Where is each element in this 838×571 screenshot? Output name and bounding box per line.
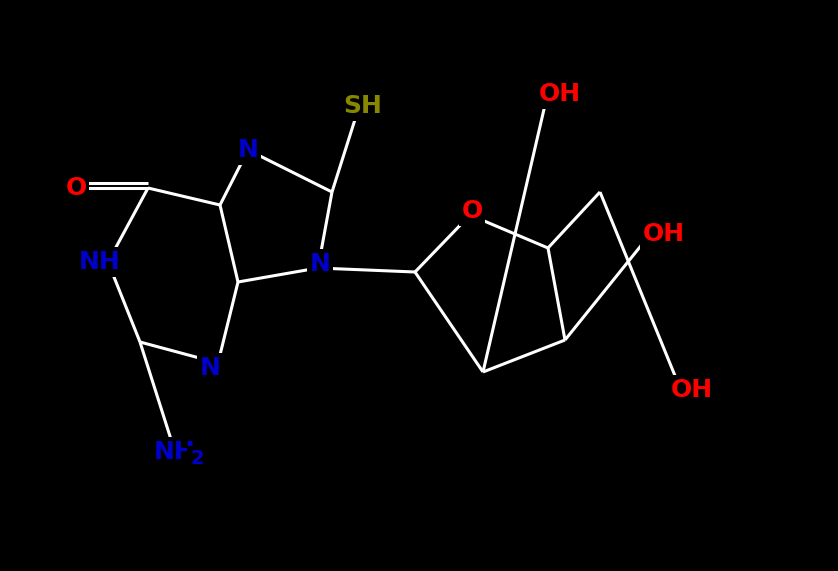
Text: NH: NH <box>79 250 121 274</box>
Text: OH: OH <box>643 222 685 246</box>
Text: N: N <box>199 356 220 380</box>
Text: OH: OH <box>539 82 581 106</box>
Text: N: N <box>237 138 258 162</box>
Text: OH: OH <box>671 378 713 402</box>
Text: 2: 2 <box>190 448 204 468</box>
Text: NH: NH <box>154 440 196 464</box>
Text: O: O <box>65 176 86 200</box>
Text: O: O <box>462 199 483 223</box>
Text: SH: SH <box>344 94 382 118</box>
Text: N: N <box>309 252 330 276</box>
